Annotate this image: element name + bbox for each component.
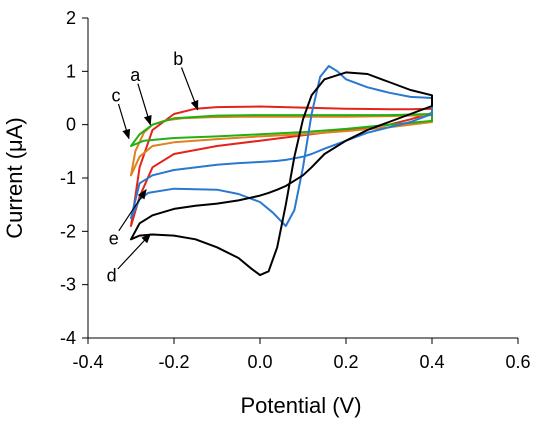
x-tick-label: 0.2 [333, 352, 358, 372]
annotation-label-a: a [130, 65, 141, 85]
x-tick-label: -0.4 [72, 352, 103, 372]
y-tick-label: -4 [60, 328, 76, 348]
annotation-label-e: e [109, 228, 119, 248]
annotation-label-d: d [107, 266, 117, 286]
y-tick-label: 0 [66, 115, 76, 135]
axes-layer: -0.4 -0.2 0.0 0.2 0.4 0.6 -4 -3 -2 -1 0 1 2 [60, 8, 531, 372]
series-layer [130, 65, 433, 277]
annotation-arrow-e [118, 188, 147, 232]
x-tick-label: -0.2 [158, 352, 189, 372]
annotation-layer: a b c de [107, 49, 199, 286]
annotation-arrow-c [117, 103, 131, 140]
series-curve-5 [130, 71, 433, 277]
x-tick-label: 0.6 [505, 352, 530, 372]
annotation-arrow-b [180, 67, 199, 111]
x-axis-title: Potential (V) [240, 393, 361, 418]
y-axis-title: Current (μA) [2, 117, 27, 238]
series-curve-4 [130, 65, 433, 227]
annotation-label-c: c [111, 85, 120, 105]
annotation-label-b: b [173, 49, 183, 69]
y-tick-label: 2 [66, 8, 76, 28]
y-tick-label: -1 [60, 168, 76, 188]
y-tick-label: 1 [66, 61, 76, 81]
y-tick-label: -3 [60, 275, 76, 295]
x-tick-label: 0.0 [247, 352, 272, 372]
y-tick-label: -2 [60, 221, 76, 241]
annotation-arrow-a [137, 83, 152, 126]
x-tick-label: 0.4 [419, 352, 444, 372]
annotation-arrow-d [117, 233, 152, 270]
